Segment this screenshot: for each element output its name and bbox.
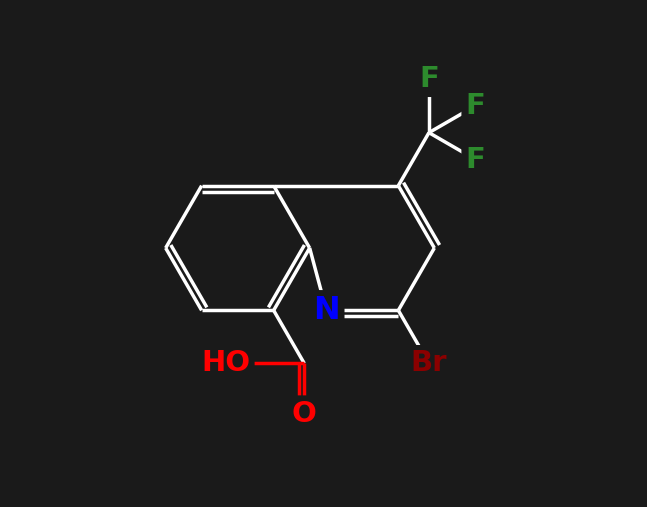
Text: O: O	[292, 400, 316, 428]
Text: F: F	[419, 65, 439, 93]
Text: F: F	[466, 92, 486, 120]
Text: F: F	[466, 146, 486, 173]
Text: Br: Br	[411, 349, 447, 377]
Text: HO: HO	[201, 349, 250, 377]
Text: N: N	[313, 295, 340, 326]
